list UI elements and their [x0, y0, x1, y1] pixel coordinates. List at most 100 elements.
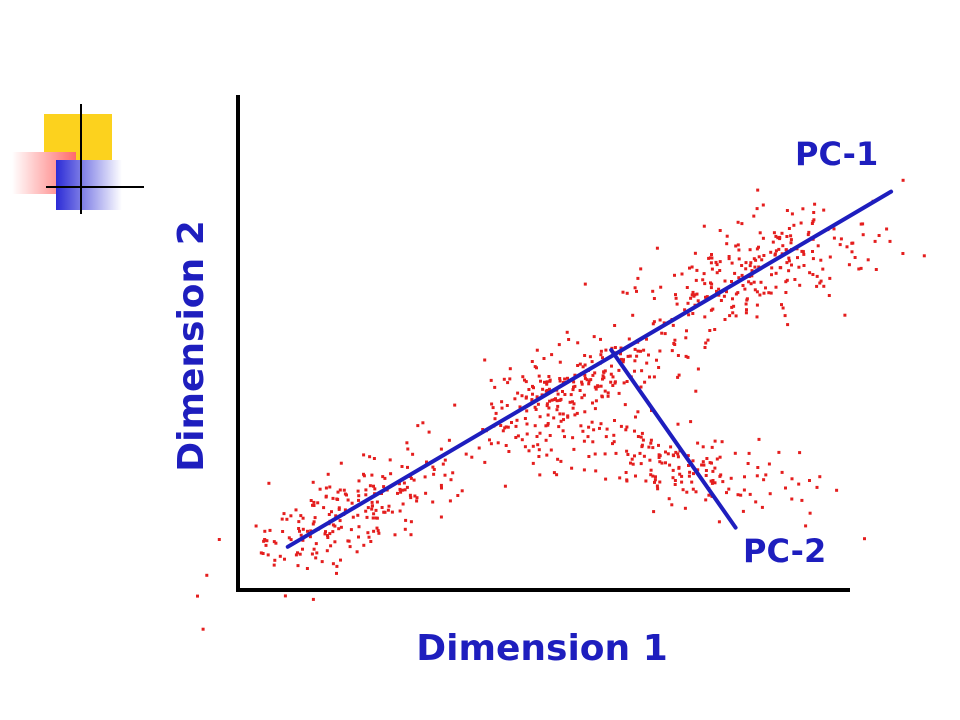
- data-point: [767, 291, 771, 295]
- data-point: [449, 478, 453, 482]
- data-point: [689, 420, 693, 424]
- data-point: [483, 460, 487, 464]
- data-point: [604, 348, 608, 352]
- data-point: [627, 337, 631, 341]
- data-point: [572, 402, 576, 406]
- data-point: [694, 278, 698, 282]
- data-point: [572, 380, 576, 384]
- data-point: [633, 286, 637, 290]
- data-point: [606, 394, 610, 398]
- data-point: [309, 499, 313, 502]
- data-point: [375, 500, 379, 504]
- data-point: [301, 527, 305, 531]
- data-point: [811, 257, 815, 261]
- data-point: [370, 500, 374, 504]
- data-point: [812, 211, 816, 214]
- data-point: [525, 409, 529, 413]
- data-point: [405, 441, 409, 445]
- data-point: [757, 437, 761, 441]
- data-point: [815, 485, 819, 489]
- data-point: [581, 365, 585, 369]
- data-point: [357, 535, 360, 539]
- data-point: [530, 360, 534, 363]
- data-point: [687, 313, 691, 317]
- data-point: [623, 403, 627, 407]
- data-point: [645, 337, 648, 341]
- data-point: [327, 513, 331, 516]
- data-point: [357, 525, 361, 529]
- data-point: [611, 375, 615, 379]
- data-point: [626, 354, 630, 358]
- data-point: [777, 450, 781, 454]
- data-point: [736, 243, 740, 247]
- data-point: [594, 387, 598, 391]
- data-point: [314, 556, 318, 560]
- data-point: [335, 571, 338, 575]
- data-point: [737, 248, 741, 252]
- data-point: [771, 240, 775, 244]
- data-point: [799, 221, 803, 225]
- data-point: [398, 487, 402, 491]
- data-point: [421, 421, 425, 425]
- data-point: [365, 515, 369, 519]
- data-point: [308, 535, 312, 539]
- data-point: [348, 545, 352, 549]
- data-point: [745, 298, 749, 302]
- data-point: [201, 627, 205, 631]
- data-point: [350, 501, 354, 505]
- data-point: [544, 389, 548, 393]
- data-point: [364, 493, 368, 497]
- data-point: [696, 299, 700, 303]
- data-point: [685, 286, 689, 289]
- data-point: [851, 241, 855, 245]
- data-point: [755, 290, 759, 294]
- data-point: [563, 377, 567, 381]
- data-point: [493, 417, 497, 421]
- data-point: [613, 419, 616, 422]
- data-point: [521, 375, 525, 379]
- data-point: [757, 265, 761, 269]
- data-point: [730, 280, 733, 283]
- data-point: [369, 540, 373, 543]
- data-point: [406, 465, 409, 469]
- data-point: [547, 406, 551, 410]
- data-point: [364, 488, 368, 492]
- data-point: [556, 404, 560, 408]
- data-point: [721, 480, 725, 484]
- data-point: [625, 478, 629, 482]
- data-point: [742, 488, 746, 492]
- data-point: [424, 491, 428, 495]
- data-point: [711, 479, 715, 482]
- data-point: [671, 476, 675, 480]
- data-point: [587, 425, 591, 429]
- data-point: [315, 551, 319, 555]
- data-point: [578, 389, 582, 392]
- data-point: [297, 527, 301, 530]
- data-point: [393, 533, 397, 537]
- x-axis-label: Dimension 1: [416, 628, 668, 669]
- data-point: [550, 353, 554, 357]
- data-point: [711, 469, 715, 473]
- data-point: [754, 258, 758, 262]
- data-point: [342, 488, 346, 492]
- data-point: [657, 456, 661, 459]
- data-point: [546, 423, 550, 427]
- data-point: [789, 241, 793, 245]
- data-point: [744, 261, 748, 265]
- data-point: [311, 480, 315, 484]
- data-point: [339, 525, 343, 529]
- data-point: [737, 257, 741, 261]
- data-point: [786, 323, 790, 327]
- data-point: [657, 453, 661, 457]
- data-point: [711, 307, 715, 311]
- data-point: [677, 466, 681, 470]
- data-point: [704, 295, 707, 299]
- data-point: [593, 407, 597, 411]
- data-point: [722, 294, 726, 298]
- data-point: [704, 474, 708, 477]
- data-point: [549, 448, 553, 452]
- data-point: [653, 478, 657, 482]
- data-point: [635, 289, 638, 293]
- data-point: [652, 510, 656, 514]
- data-point: [710, 253, 713, 256]
